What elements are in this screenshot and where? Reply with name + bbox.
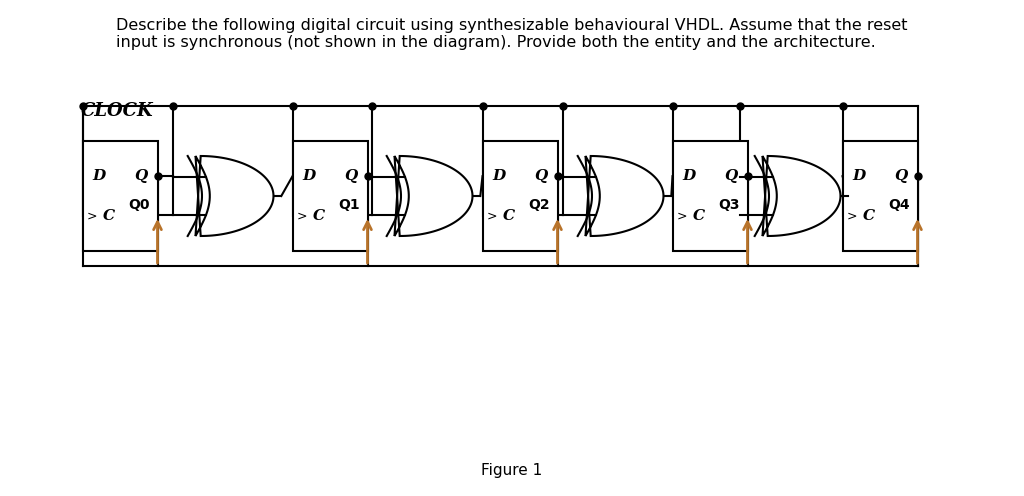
Text: Q0: Q0 [128,198,150,212]
Polygon shape [763,156,841,236]
Text: C: C [692,209,705,223]
Text: Q: Q [535,169,548,183]
Text: D: D [852,169,865,183]
Text: >: > [487,209,498,222]
Text: Q: Q [894,169,907,183]
Text: Q2: Q2 [528,198,550,212]
Text: D: D [493,169,506,183]
Text: C: C [503,209,515,223]
Text: D: D [302,169,315,183]
Text: Figure 1: Figure 1 [481,463,543,478]
Text: Q3: Q3 [718,198,739,212]
Bar [293,141,368,251]
Text: Q4: Q4 [888,198,909,212]
Text: D: D [682,169,695,183]
Text: >: > [297,209,307,222]
Text: >: > [677,209,687,222]
Text: Q: Q [134,169,147,183]
Text: Describe the following digital circuit using synthesizable behavioural VHDL. Ass: Describe the following digital circuit u… [117,18,907,51]
Polygon shape [394,156,472,236]
Polygon shape [586,156,664,236]
Polygon shape [196,156,273,236]
Text: >: > [847,209,857,222]
Bar [843,141,918,251]
Text: C: C [102,209,115,223]
Text: C: C [862,209,874,223]
Text: >: > [87,209,97,222]
Text: D: D [92,169,105,183]
Text: Q1: Q1 [338,198,359,212]
Text: C: C [312,209,325,223]
Text: Q: Q [344,169,357,183]
Bar [83,141,158,251]
Text: Q: Q [724,169,737,183]
Text: CLOCK: CLOCK [81,102,154,120]
Bar [673,141,748,251]
Bar [482,141,557,251]
